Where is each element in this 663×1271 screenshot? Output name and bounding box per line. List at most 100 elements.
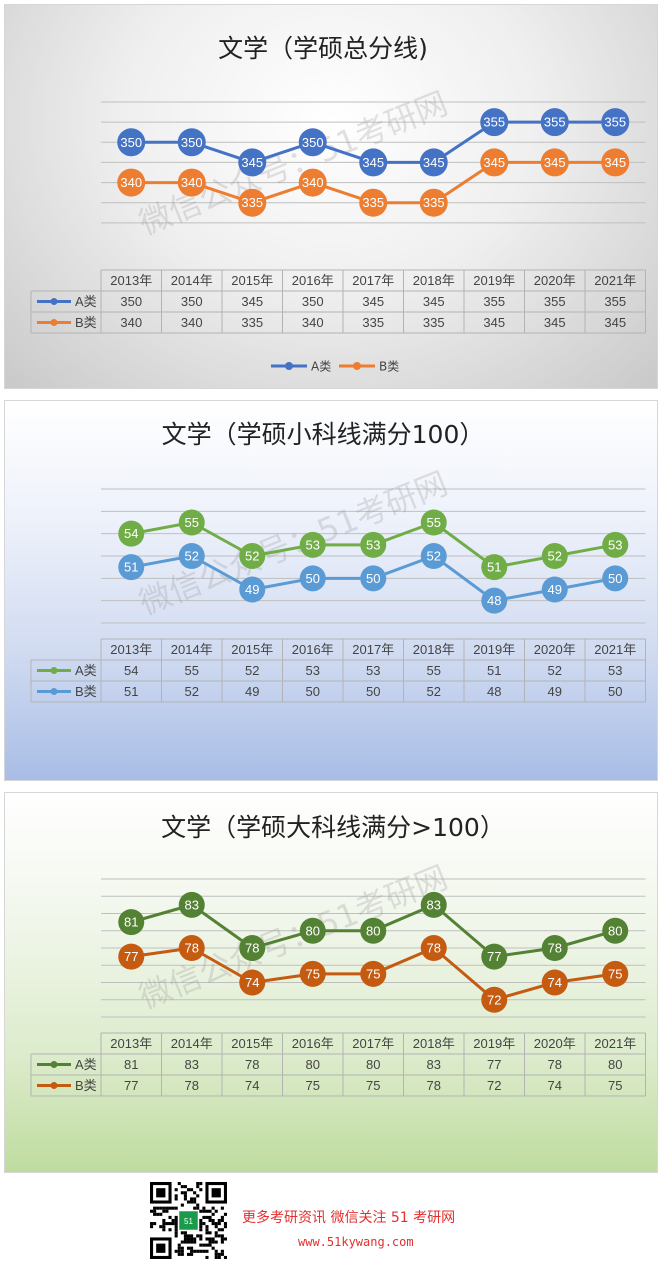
legend-key-marker [50, 1082, 58, 1089]
qr-module [196, 1206, 200, 1210]
qr-module [150, 1209, 154, 1213]
data-point [299, 531, 326, 558]
table-header-cell: 2016年 [292, 1036, 334, 1051]
qr-logo-text: 51 [184, 1217, 193, 1226]
data-point [540, 108, 569, 137]
qr-module [177, 1182, 181, 1186]
qr-module [208, 1209, 212, 1213]
qr-module [168, 1215, 172, 1219]
data-point [118, 943, 145, 970]
chart-title: 文学（学硕大科线满分>100） [161, 813, 505, 842]
data-point [299, 960, 326, 987]
qr-finder [156, 1188, 166, 1198]
table-cell: 53 [366, 663, 380, 678]
data-label: 75 [366, 966, 380, 981]
qr-module [196, 1182, 200, 1186]
table-row-label: A类 [75, 663, 97, 678]
table-header-cell: 2013年 [110, 273, 152, 288]
qr-module [205, 1215, 209, 1219]
data-label: 355 [544, 115, 566, 130]
data-point [178, 509, 205, 536]
data-point [117, 128, 146, 157]
data-point [118, 909, 145, 936]
qr-module [208, 1243, 212, 1247]
data-point [178, 935, 205, 961]
data-label: 78 [427, 941, 441, 956]
data-point [239, 543, 266, 569]
qr-module [165, 1209, 169, 1213]
table-header-cell: 2014年 [171, 642, 213, 657]
qr-module [177, 1243, 181, 1247]
table-cell: 355 [544, 294, 566, 309]
legend-key-marker [50, 298, 58, 305]
qr-module [177, 1252, 181, 1256]
chart-title: 文学（学硕小科线满分100） [162, 420, 485, 449]
qr-module [211, 1218, 215, 1223]
qr-module [174, 1228, 178, 1232]
table-cell: 53 [608, 663, 622, 678]
table-cell: 75 [306, 1078, 320, 1093]
table-cell: 335 [241, 315, 263, 330]
table-cell: 345 [423, 294, 445, 309]
legend: A类 B类 [271, 360, 399, 374]
qr-module [217, 1222, 221, 1226]
data-point [541, 576, 568, 603]
table-cell: 80 [366, 1057, 380, 1072]
qr-module [174, 1231, 178, 1235]
qr-module [205, 1228, 209, 1232]
data-point [239, 935, 266, 961]
table-header-cell: 2013年 [110, 642, 152, 657]
table-cell: 345 [604, 315, 626, 330]
table-cell: 345 [544, 315, 566, 330]
qr-module [199, 1249, 203, 1253]
qr-module [162, 1222, 166, 1226]
table-cell: 50 [608, 684, 622, 699]
qr-module [208, 1240, 212, 1244]
table-header-cell: 2020年 [534, 1036, 576, 1051]
qr-module [199, 1228, 203, 1232]
table-cell: 355 [483, 294, 505, 309]
data-point [299, 917, 326, 944]
table-cell: 53 [306, 663, 320, 678]
site-url[interactable]: www.51kywang.com [298, 1235, 414, 1249]
qr-module [196, 1234, 200, 1238]
data-point [480, 148, 509, 177]
data-point [238, 148, 267, 177]
data-label: 50 [306, 571, 320, 586]
qr-module [214, 1240, 218, 1244]
data-label: 52 [427, 549, 441, 564]
data-point [541, 969, 568, 996]
chart-title: 文学（学硕总分线) [218, 34, 428, 63]
table-cell: 49 [548, 684, 562, 699]
qr-module [168, 1228, 172, 1232]
data-label: 52 [245, 549, 259, 564]
qr-module [174, 1225, 178, 1229]
table-cell: 83 [185, 1057, 199, 1072]
data-label: 345 [362, 155, 384, 170]
qr-module [220, 1249, 224, 1253]
promo-text: 更多考研资讯 微信关注 51 考研网 [242, 1210, 456, 1226]
data-label: 75 [306, 966, 320, 981]
qr-module [193, 1240, 197, 1244]
table-cell: 340 [120, 315, 142, 330]
qr-module [223, 1222, 227, 1226]
data-point [601, 108, 630, 137]
data-point [299, 565, 326, 592]
qr-module [153, 1206, 157, 1210]
table-header-cell: 2018年 [413, 1036, 455, 1051]
table-header-cell: 2015年 [231, 642, 273, 657]
data-label: 50 [366, 571, 380, 586]
table-cell: 74 [548, 1078, 562, 1093]
data-label: 52 [185, 549, 199, 564]
qr-module [183, 1197, 187, 1201]
data-point [602, 565, 629, 592]
table-cell: 345 [362, 294, 384, 309]
data-label: 78 [245, 941, 259, 956]
table-header-cell: 2021年 [594, 273, 636, 288]
legend-marker [285, 362, 293, 370]
data-label: 80 [306, 923, 320, 938]
qr-module [183, 1185, 187, 1189]
data-label: 78 [185, 941, 199, 956]
